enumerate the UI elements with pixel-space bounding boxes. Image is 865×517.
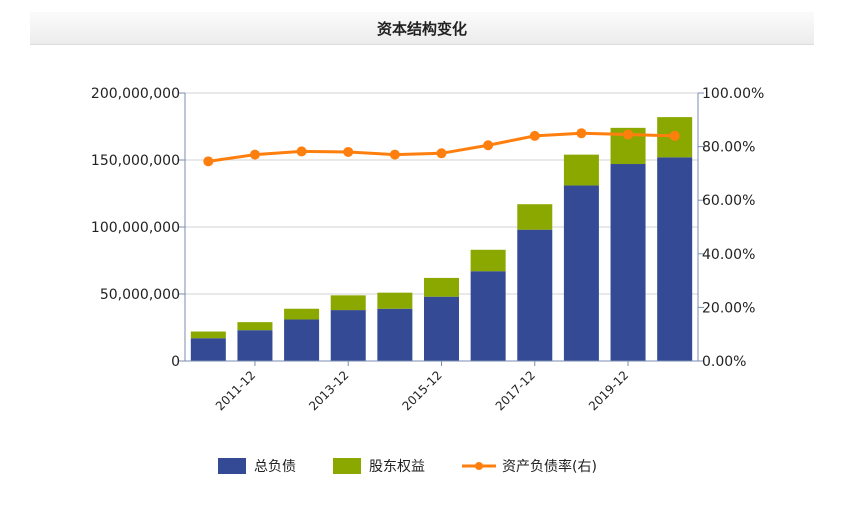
left-tick-label: 0 <box>171 354 180 370</box>
ratio-point <box>623 129 634 140</box>
ratio-point <box>296 146 307 157</box>
bar-total-debt <box>237 330 273 361</box>
chart-header: 资本结构变化 <box>30 12 814 45</box>
bar-total-debt <box>424 296 459 361</box>
x-tick-label: 2013-12 <box>306 368 351 413</box>
ratio-point <box>249 149 260 160</box>
legend-label-debt: 总负债 <box>254 459 296 475</box>
bar-total-debt <box>377 308 413 361</box>
legend-swatch-ratio-point <box>475 462 483 470</box>
right-tick-label: 20.00% <box>702 300 755 316</box>
left-tick-label: 150,000,000 <box>91 153 180 169</box>
bar-equity <box>190 331 226 339</box>
right-tick-label: 40.00% <box>702 247 755 263</box>
bar-equity <box>237 322 273 331</box>
ratio-point <box>343 146 354 157</box>
bar-equity <box>424 277 459 297</box>
left-tick-label: 100,000,000 <box>91 220 180 236</box>
legend-label-ratio: 资产负债率(右) <box>502 458 597 475</box>
bar-equity <box>563 154 599 186</box>
bar-equity <box>470 249 506 272</box>
legend-swatch-equity <box>333 458 361 474</box>
bar-total-debt <box>330 310 366 361</box>
bar-total-debt <box>610 164 646 361</box>
left-tick-label: 200,000,000 <box>91 86 180 102</box>
right-tick-label: 80.00% <box>702 140 755 156</box>
ratio-point <box>203 156 214 167</box>
ratio-point <box>529 130 540 141</box>
bar-total-debt <box>190 338 226 361</box>
axes-group <box>179 92 704 366</box>
ratio-point <box>669 130 680 141</box>
right-tick-label: 0.00% <box>702 354 746 370</box>
bar-total-debt <box>517 229 553 361</box>
chart-title: 资本结构变化 <box>376 19 467 38</box>
ratio-point <box>483 140 494 151</box>
bar-total-debt <box>657 157 693 361</box>
bars-group <box>190 117 693 361</box>
ratio-point <box>436 148 447 159</box>
ratio-line-group <box>203 128 680 167</box>
bar-total-debt <box>563 185 599 361</box>
bar-equity <box>330 295 366 311</box>
legend-swatch-debt <box>218 458 246 474</box>
x-tick-label: 2019-12 <box>586 368 631 413</box>
right-tick-label: 60.00% <box>702 193 755 209</box>
legend-label-equity: 股东权益 <box>369 459 425 475</box>
legend[interactable]: 总负债 股东权益 资产负债率(右) <box>218 458 597 475</box>
x-tick-label: 2015-12 <box>399 368 444 413</box>
x-tick-label: 2011-12 <box>213 368 258 413</box>
bar-total-debt <box>470 271 506 361</box>
bar-total-debt <box>284 319 320 361</box>
ratio-point <box>576 128 587 139</box>
right-tick-label: 100.00% <box>702 86 764 102</box>
x-tick-label: 2017-12 <box>493 368 538 413</box>
bar-equity <box>377 292 413 309</box>
bar-equity <box>517 204 553 230</box>
bar-equity <box>284 308 320 320</box>
left-tick-label: 50,000,000 <box>100 287 180 303</box>
ratio-point <box>389 149 400 160</box>
